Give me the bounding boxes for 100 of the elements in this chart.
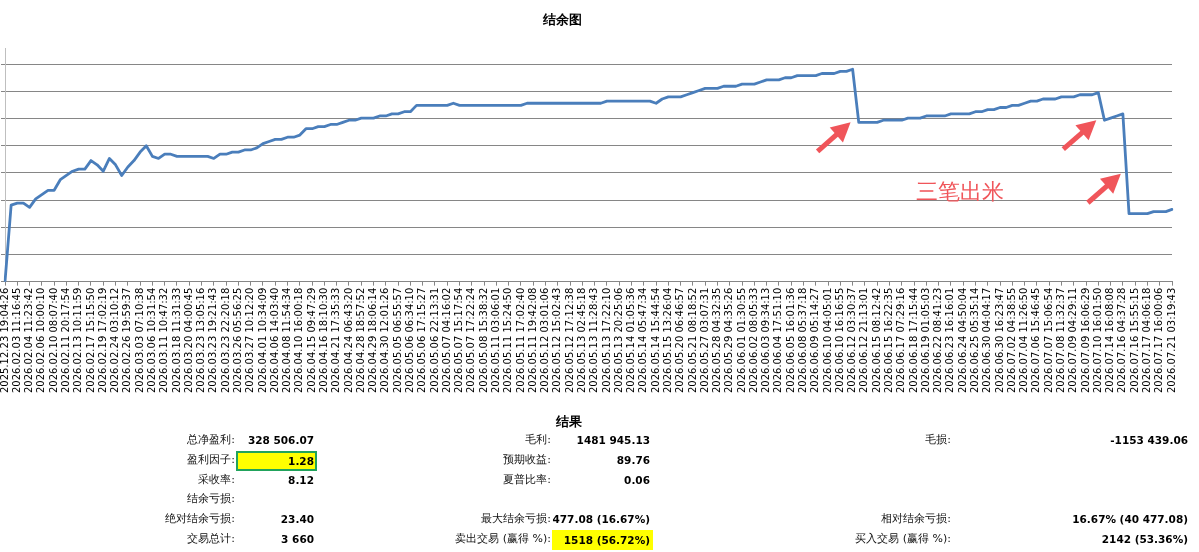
x-tick-label: 2026.06.04 17:51:10 bbox=[772, 287, 784, 394]
x-tick-label: 2026.02.11 20:17:54 bbox=[60, 287, 72, 394]
x-tick-label: 2026.04.15 09:47:29 bbox=[305, 287, 317, 394]
x-tick-label: 2026.06.08 05:37:18 bbox=[797, 287, 809, 394]
text: 1.28 bbox=[236, 451, 317, 471]
x-tick-label: 2026.02.19 17:02:19 bbox=[96, 287, 108, 394]
text: 卖出交易 (赢得 %): bbox=[455, 531, 551, 547]
text: 夏普比率: bbox=[503, 472, 551, 488]
x-tick-label: 2026.05.14 05:47:34 bbox=[637, 287, 649, 394]
x-tick-label: 2026.07.17 04:06:18 bbox=[1141, 287, 1153, 394]
x-tick-label: 2026.05.12 03:01:06 bbox=[539, 287, 551, 394]
x-tick-label: 2026.05.11 17:02:40 bbox=[514, 287, 526, 394]
x-tick-label: 2026.05.12 15:02:43 bbox=[551, 287, 563, 394]
x-tick-label: 2026.04.06 14:03:40 bbox=[268, 287, 280, 394]
x-tick-label: 2026.06.23 16:16:01 bbox=[944, 287, 956, 394]
text: 毛利: bbox=[525, 432, 551, 448]
x-tick-label: 2026.02.24 03:10:12 bbox=[109, 287, 121, 394]
x-tick-label: 2026.05.06 06:34:10 bbox=[403, 287, 415, 394]
x-tick-label: 2026.06.10 04:05:01 bbox=[821, 287, 833, 394]
x-tick-label: 2026.05.20 06:46:57 bbox=[674, 287, 686, 394]
x-tick-label: 2026.07.08 11:32:37 bbox=[1055, 287, 1067, 394]
text: 2142 (53.36%) bbox=[1100, 532, 1189, 547]
x-tick-label: 2026.05.07 15:17:54 bbox=[453, 287, 465, 394]
x-tick-label: 2026.07.04 11:26:50 bbox=[1018, 287, 1030, 394]
x-tick-label: 2026.06.30 04:04:17 bbox=[981, 287, 993, 394]
annotation: 三笔出米 bbox=[915, 179, 1004, 205]
x-tick-label: 2025.12.23 19:04:26 bbox=[0, 287, 10, 394]
x-tick-label: 2026.05.05 06:55:57 bbox=[391, 287, 403, 394]
text: 结果 bbox=[555, 413, 583, 431]
x-tick-label: 2026.06.17 07:29:16 bbox=[895, 287, 907, 394]
x-tick-label: 2026.06.30 16:23:47 bbox=[993, 287, 1005, 394]
x-tick-label: 2026.04.01 10:34:09 bbox=[256, 287, 268, 394]
text: 1518 (56.72%) bbox=[552, 530, 653, 550]
text: 最大结余亏损: bbox=[481, 511, 551, 527]
x-tick-label: 2026.04.24 06:43:20 bbox=[342, 287, 354, 394]
x-tick-label: 2026.06.10 16:16:55 bbox=[833, 287, 845, 394]
x-tick-label: 2026.04.30 12:01:26 bbox=[379, 287, 391, 394]
x-tick-label: 2026.04.16 18:10:30 bbox=[317, 287, 329, 394]
x-tick-label: 2026.07.16 15:55:15 bbox=[1128, 287, 1140, 394]
text: 交易总计: bbox=[187, 531, 235, 547]
x-tick-label: 2026.06.24 04:50:04 bbox=[956, 287, 968, 394]
x-tick-label: 2026.06.12 03:30:37 bbox=[846, 287, 858, 394]
x-tick-label: 2026.04.08 11:54:34 bbox=[281, 287, 293, 394]
x-tick-label: 2026.04.29 18:06:14 bbox=[367, 287, 379, 394]
text: 8.12 bbox=[287, 473, 315, 488]
text: 毛损: bbox=[925, 432, 951, 448]
x-tick-label: 2026.07.02 04:38:55 bbox=[1005, 287, 1017, 394]
x-tick-label: 2026.05.14 15:44:54 bbox=[649, 287, 661, 394]
text: 3 660 bbox=[280, 532, 315, 547]
x-tick-label: 2026.06.09 05:14:27 bbox=[809, 287, 821, 394]
text: 0.06 bbox=[623, 473, 651, 488]
x-tick-label: 2026.05.28 04:32:35 bbox=[711, 287, 723, 394]
x-tick-label: 2026.05.13 20:25:06 bbox=[612, 287, 624, 394]
text: 477.08 (16.67%) bbox=[552, 512, 651, 527]
x-tick-label: 2026.04.21 17:35:33 bbox=[330, 287, 342, 394]
x-tick-label: 2026.05.06 22:13:31 bbox=[428, 287, 440, 394]
x-tick-label: 2026.02.03 11:16:45 bbox=[10, 287, 22, 394]
text: -1153 439.06 bbox=[1109, 433, 1189, 448]
x-tick-label: 2026.07.09 04:29:11 bbox=[1067, 287, 1079, 394]
x-tick-label: 2026.05.06 17:15:27 bbox=[416, 287, 428, 394]
x-tick-label: 2026.07.16 04:37:28 bbox=[1116, 287, 1128, 394]
x-tick-label: 2026.06.19 01:05:03 bbox=[919, 287, 931, 394]
x-tick-label: 2026.03.23 19:21:43 bbox=[207, 287, 219, 394]
x-tick-label: 2026.06.22 08:41:23 bbox=[932, 287, 944, 394]
x-tick-label: 2026.05.08 15:38:32 bbox=[477, 287, 489, 394]
text: 采收率: bbox=[198, 472, 235, 488]
x-tick-label: 2026.06.03 09:34:13 bbox=[760, 287, 772, 394]
x-tick-label: 2026.03.26 05:56:25 bbox=[231, 287, 243, 394]
x-tick-label: 2026.02.04 11:23:42 bbox=[23, 287, 35, 394]
x-tick-label: 2026.02.06 10:00:10 bbox=[35, 287, 47, 394]
x-tick-label: 2026.05.15 13:26:04 bbox=[661, 287, 673, 394]
x-tick-label: 2026.02.17 15:15:50 bbox=[84, 287, 96, 394]
text: 1481 945.13 bbox=[575, 433, 651, 448]
x-tick-label: 2026.05.11 03:06:01 bbox=[489, 287, 501, 394]
x-tick-label: 2026.02.26 19:59:37 bbox=[121, 287, 133, 394]
x-tick-label: 2026.05.27 03:07:31 bbox=[698, 287, 710, 394]
x-tick-label: 2026.05.14 01:05:36 bbox=[625, 287, 637, 394]
x-tick-label: 2026.02.13 10:11:59 bbox=[72, 287, 84, 394]
x-tick-label: 2026.07.14 16:08:08 bbox=[1104, 287, 1116, 394]
x-tick-label: 2026.02.10 08:07:40 bbox=[47, 287, 59, 394]
text: 结余亏损: bbox=[187, 491, 235, 507]
x-tick-label: 2026.06.15 08:12:42 bbox=[870, 287, 882, 394]
x-tick-label: 2026.04.28 18:57:52 bbox=[354, 287, 366, 394]
text: 328 506.07 bbox=[246, 433, 315, 448]
text: 总净盈利: bbox=[187, 432, 235, 448]
x-tick-label: 2026.03.11 10:47:32 bbox=[158, 287, 170, 394]
text: 23.40 bbox=[279, 512, 315, 527]
text: 相对结余亏损: bbox=[881, 511, 951, 527]
x-tick-label: 2026.07.21 03:19:43 bbox=[1165, 287, 1177, 394]
x-tick-label: 2026.03.23 22:20:18 bbox=[219, 287, 231, 394]
x-tick-label: 2026.05.13 17:22:10 bbox=[600, 287, 612, 394]
x-tick-label: 2026.04.10 16:00:18 bbox=[293, 287, 305, 394]
x-tick-label: 2026.05.13 02:45:18 bbox=[575, 287, 587, 394]
x-tick-label: 2026.03.18 11:31:33 bbox=[170, 287, 182, 394]
x-tick-label: 2026.06.05 16:01:36 bbox=[784, 287, 796, 394]
x-tick-label: 2026.03.23 13:05:16 bbox=[195, 287, 207, 394]
x-tick-label: 2026.05.12 17:12:38 bbox=[563, 287, 575, 394]
x-tick-label: 2026.06.15 16:22:35 bbox=[883, 287, 895, 394]
x-tick-label: 2026.06.01 01:30:55 bbox=[735, 287, 747, 394]
x-tick-label: 2026.05.11 19:42:08 bbox=[526, 287, 538, 394]
